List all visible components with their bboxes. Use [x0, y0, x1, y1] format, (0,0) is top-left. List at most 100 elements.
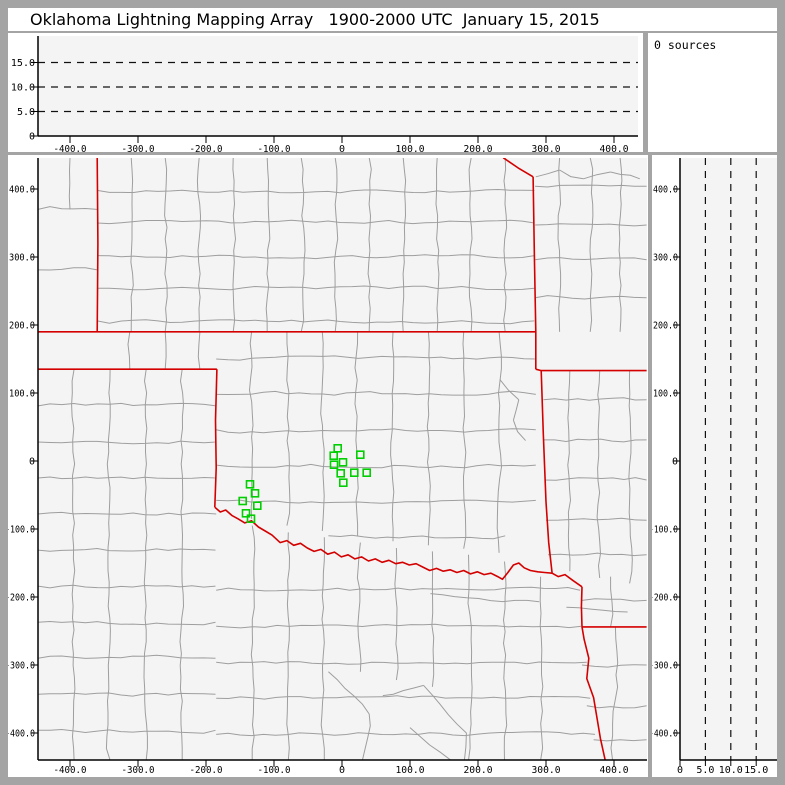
county-line — [430, 593, 540, 603]
plan-view-panel[interactable]: -400.0 -400.0 -300.0 -300.0 -200.0 -200.0 -100… — [8, 155, 648, 777]
lma-station-marker — [329, 460, 339, 470]
svg-text:-400.0: -400.0 — [652, 729, 678, 740]
county-line — [179, 369, 185, 760]
county-line — [127, 331, 131, 370]
county-line — [216, 428, 536, 434]
svg-text:100.0: 100.0 — [396, 144, 425, 152]
county-line — [628, 370, 633, 584]
county-line — [328, 534, 506, 540]
svg-text:-300.0: -300.0 — [122, 144, 155, 152]
county-line — [426, 331, 431, 546]
county-line — [502, 561, 508, 760]
county-line — [250, 525, 256, 760]
svg-text:200.0: 200.0 — [464, 144, 493, 152]
svg-text:-200.0: -200.0 — [652, 593, 678, 604]
lma-station-marker — [338, 478, 348, 488]
lma-station-marker — [362, 468, 372, 478]
state-border — [214, 506, 553, 581]
svg-text:100.0: 100.0 — [396, 765, 425, 776]
county-line — [535, 257, 647, 261]
county-line — [382, 684, 424, 697]
county-line — [143, 369, 148, 760]
state-border — [96, 158, 99, 332]
county-line — [545, 517, 647, 521]
svg-text:15.0: 15.0 — [744, 765, 768, 776]
county-line — [535, 295, 647, 300]
county-line — [589, 158, 594, 332]
county-line — [286, 532, 291, 760]
county-line — [394, 547, 399, 681]
county-line — [581, 664, 647, 668]
county-line — [535, 169, 560, 178]
county-line — [38, 476, 217, 480]
county-line — [462, 331, 467, 549]
svg-text:400.0: 400.0 — [600, 144, 629, 152]
county-line — [468, 158, 473, 332]
svg-text:-100.0: -100.0 — [258, 765, 291, 776]
county-line — [557, 158, 562, 332]
svg-text:-400.0: -400.0 — [54, 765, 87, 776]
county-line — [435, 158, 440, 332]
county-line — [512, 399, 520, 421]
alt-ew-panel[interactable]: 0 5.0 10.0 15.0 -400.0 -300.0 -200.0 -100.0 0 100… — [8, 33, 643, 152]
county-line — [544, 477, 647, 481]
svg-text:-100.0: -100.0 — [258, 144, 291, 152]
state-borders — [38, 158, 647, 760]
county-line — [97, 188, 535, 194]
county-line — [164, 331, 167, 370]
state-border — [551, 572, 583, 588]
county-line — [409, 727, 452, 760]
plan-view-plot[interactable]: -400.0 -400.0 -300.0 -300.0 -200.0 -200.0 -100… — [8, 155, 648, 777]
svg-text:200.0: 200.0 — [464, 765, 493, 776]
alt-ns-panel[interactable]: -400.0 -300.0 -200.0 -100.0 0 100.0 200.0 300.0… — [652, 155, 777, 777]
altitude-gridlines — [38, 61, 638, 113]
svg-text:400.0: 400.0 — [600, 765, 629, 776]
county-line — [539, 576, 544, 760]
county-line — [581, 598, 647, 602]
county-line — [361, 713, 371, 760]
alt-ew-plot[interactable]: 0 5.0 10.0 15.0 -400.0 -300.0 -200.0 -100.0 0 100… — [8, 33, 643, 152]
svg-text:-200.0: -200.0 — [8, 593, 35, 604]
svg-text:200.0: 200.0 — [9, 321, 35, 332]
county-line — [130, 158, 134, 332]
county-line — [320, 537, 326, 760]
svg-text:300.0: 300.0 — [9, 253, 35, 264]
county-line — [232, 158, 237, 332]
county-line — [38, 654, 216, 659]
svg-text:400.0: 400.0 — [653, 185, 678, 196]
county-line — [333, 158, 339, 332]
lma-station-marker — [338, 457, 348, 467]
county-line — [503, 158, 508, 332]
state-border — [214, 369, 218, 508]
county-line — [547, 552, 647, 557]
window-title: Oklahoma Lightning Mapping Array 1900-20… — [8, 8, 777, 31]
alt-ns-plot[interactable]: -400.0 -300.0 -200.0 -100.0 0 100.0 200.0 300.0… — [652, 155, 777, 777]
county-line — [38, 440, 217, 445]
county-line — [496, 331, 503, 553]
lma-station-marker — [349, 468, 359, 478]
lma-station-marker — [245, 479, 255, 489]
county-line — [38, 584, 216, 589]
county-line — [216, 623, 582, 629]
county-lines — [38, 158, 647, 760]
svg-text:-100.0: -100.0 — [652, 525, 678, 536]
svg-text:-200.0: -200.0 — [190, 765, 223, 776]
svg-text:400.0: 400.0 — [9, 185, 35, 196]
county-line — [610, 698, 616, 760]
axis-ticks-and-labels: -400.0 -400.0 -300.0 -300.0 -200.0 -200.0 -100… — [8, 185, 629, 777]
altitude-gridlines — [704, 158, 757, 760]
county-line — [216, 661, 587, 665]
county-line — [286, 331, 291, 526]
svg-text:-400.0: -400.0 — [54, 144, 87, 152]
county-line — [97, 319, 535, 325]
county-line — [543, 397, 647, 401]
county-line — [97, 254, 535, 260]
lma-station-marker — [238, 496, 247, 506]
state-border — [502, 158, 534, 178]
svg-text:-300.0: -300.0 — [8, 661, 35, 672]
lma-station-marker — [246, 514, 256, 524]
county-line — [499, 379, 520, 401]
axis-ticks-and-labels: -400.0 -300.0 -200.0 -100.0 0 100.0 200.0 300.0… — [652, 185, 768, 777]
county-line — [216, 499, 536, 504]
